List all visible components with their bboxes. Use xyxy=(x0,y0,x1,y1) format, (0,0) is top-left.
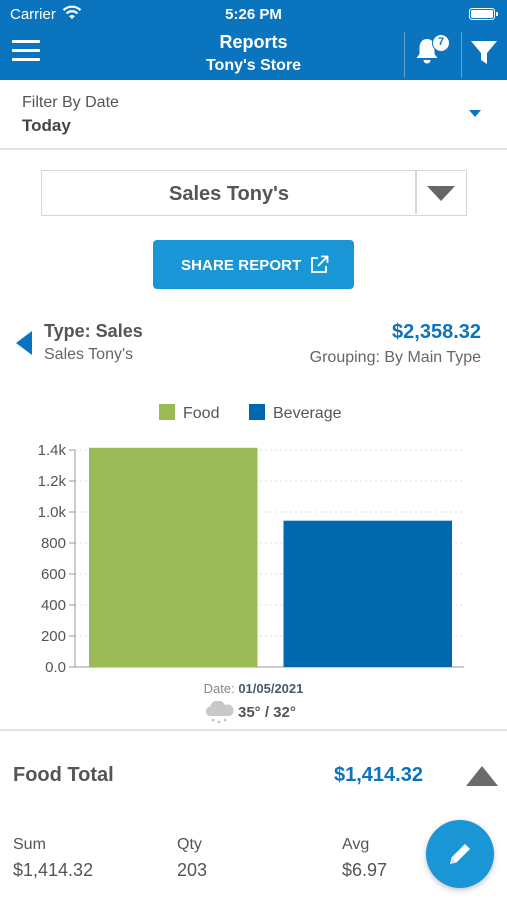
sales-bar-chart: 0.0 200 400 600 800 1.0k 1.2k 1.4k Food Beverage xyxy=(38,404,464,676)
stat-value: 203 xyxy=(177,860,208,880)
previous-level-button[interactable] xyxy=(16,331,32,355)
dropdown-arrow-icon xyxy=(427,186,455,201)
menu-icon-bar xyxy=(12,58,40,61)
report-type-title: Type: Sales xyxy=(44,321,143,341)
date-filter-value: Today xyxy=(22,116,71,135)
select-divider xyxy=(415,171,417,214)
y-tick-label: 600 xyxy=(41,566,66,583)
legend-label: Beverage xyxy=(273,405,342,422)
bar-beverage xyxy=(283,520,452,667)
pencil-icon xyxy=(450,844,470,864)
weather-info: 35° / 32° xyxy=(200,699,320,725)
status-time: 5:26 PM xyxy=(225,6,282,23)
y-tick-label: 800 xyxy=(41,535,66,552)
app-header: Carrier 5:26 PM Reports Tony's Store 7 xyxy=(0,0,507,80)
y-tick-label: 1.2k xyxy=(38,473,67,490)
menu-button[interactable] xyxy=(12,40,42,62)
share-report-label: SHARE REPORT xyxy=(181,257,302,274)
stat-avg: Avg $6.97 xyxy=(342,836,387,881)
share-report-button[interactable]: SHARE REPORT xyxy=(153,240,354,289)
menu-icon-bar xyxy=(12,49,40,52)
wifi-icon xyxy=(62,5,82,19)
notifications-button[interactable]: 7 xyxy=(412,34,452,70)
nav-divider xyxy=(461,32,462,78)
nav-divider xyxy=(404,32,405,78)
store-name: Tony's Store xyxy=(205,57,302,74)
legend-swatch xyxy=(159,404,175,420)
date-filter-label: Filter By Date xyxy=(22,94,119,111)
stat-label: Qty xyxy=(177,836,202,853)
y-tick-label: 400 xyxy=(41,597,66,614)
filter-icon xyxy=(471,41,497,64)
report-type-subtitle: Sales Tony's xyxy=(44,346,134,363)
chevron-down-icon xyxy=(469,110,481,117)
battery-icon xyxy=(469,8,498,20)
collapse-summary-button[interactable] xyxy=(466,766,498,786)
external-link-icon xyxy=(311,255,329,273)
status-bar: Carrier 5:26 PM xyxy=(0,0,507,28)
report-select[interactable]: Sales Tony's xyxy=(41,170,467,216)
chart-date-value: 01/05/2021 xyxy=(238,681,304,696)
filter-button[interactable] xyxy=(470,40,498,66)
notification-badge: 7 xyxy=(432,34,450,52)
summary-label: Food Total xyxy=(13,764,114,786)
legend-label: Food xyxy=(183,405,219,422)
summary-amount: $1,414.32 xyxy=(334,764,423,786)
page-title: Reports xyxy=(219,32,288,52)
carrier-label: Carrier xyxy=(10,6,56,23)
temperature-label: 35° / 32° xyxy=(238,704,296,721)
grouping-label: Grouping: By Main Type xyxy=(309,349,481,366)
snow-cloud-icon xyxy=(205,701,234,724)
y-tick-label: 1.4k xyxy=(38,442,67,459)
menu-icon xyxy=(12,40,40,43)
report-total-amount: $2,358.32 xyxy=(392,321,481,343)
stat-value: $1,414.32 xyxy=(13,860,94,880)
stat-label: Avg xyxy=(342,836,370,853)
stat-qty: Qty 203 xyxy=(177,836,207,881)
bar-food xyxy=(89,447,258,667)
stat-value: $6.97 xyxy=(342,860,388,880)
date-filter-dropdown[interactable]: Filter By Date Today xyxy=(0,80,507,150)
stat-sum: Sum $1,414.32 xyxy=(13,836,93,881)
chart-date-label: Date: xyxy=(203,681,235,696)
stat-label: Sum xyxy=(13,836,46,853)
legend-swatch xyxy=(249,404,265,420)
y-tick-label: 0.0 xyxy=(45,659,66,676)
chart-date: Date: 01/05/2021 xyxy=(0,681,507,696)
y-tick-label: 200 xyxy=(41,628,66,645)
y-tick-label: 1.0k xyxy=(38,504,67,521)
edit-fab-button[interactable] xyxy=(426,820,494,888)
report-select-value: Sales Tony's xyxy=(169,183,289,205)
section-divider xyxy=(0,729,507,731)
